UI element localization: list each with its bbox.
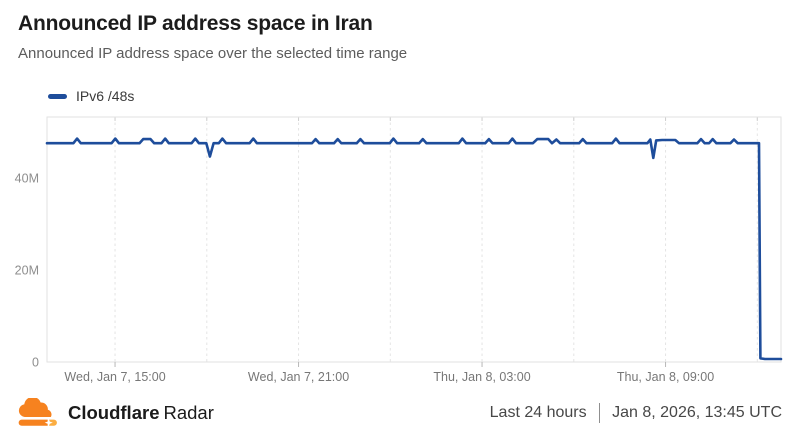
page-title: Announced IP address space in Iran: [18, 12, 373, 35]
y-axis-label: 20M: [15, 264, 39, 278]
brand-product: Radar: [163, 402, 214, 423]
chart-canvas[interactable]: 0 20M 40M Wed, Jan 7, 15:00 Wed, Jan 7, 21:0…: [0, 103, 800, 395]
legend-line-swatch: [48, 93, 67, 99]
cloudflare-logo-icon: [18, 398, 57, 427]
plot-border: [46, 116, 782, 363]
page-subtitle: Announced IP address space over the sele…: [18, 45, 408, 62]
brand-text: Cloudflare Radar: [68, 402, 214, 424]
x-axis-label: Wed, Jan 7, 15:00: [64, 370, 165, 384]
brand-lockup: Cloudflare Radar: [16, 398, 214, 428]
footer: Cloudflare Radar Last 24 hours Jan 8, 202…: [16, 397, 782, 429]
y-axis-label: 40M: [15, 172, 39, 186]
chart-meta: Last 24 hours Jan 8, 2026, 13:45 UTC: [490, 403, 782, 423]
legend-label-ipv6-48s: IPv6 /48s: [76, 88, 135, 104]
y-axis-label: 0: [32, 356, 39, 370]
x-axis-label: Thu, Jan 8, 03:00: [433, 370, 530, 384]
brand-name: Cloudflare: [68, 402, 160, 423]
time-range-label: Last 24 hours: [489, 404, 587, 421]
chart-legend: IPv6 /48s: [48, 88, 134, 104]
chart-line-ipv6-48s[interactable]: [45, 137, 783, 361]
divider: [598, 403, 601, 423]
x-axis-label: Wed, Jan 7, 21:00: [248, 370, 349, 384]
x-axis-label: Thu, Jan 8, 09:00: [617, 370, 714, 384]
timestamp-label: Jan 8, 2026, 13:45 UTC: [612, 404, 782, 421]
